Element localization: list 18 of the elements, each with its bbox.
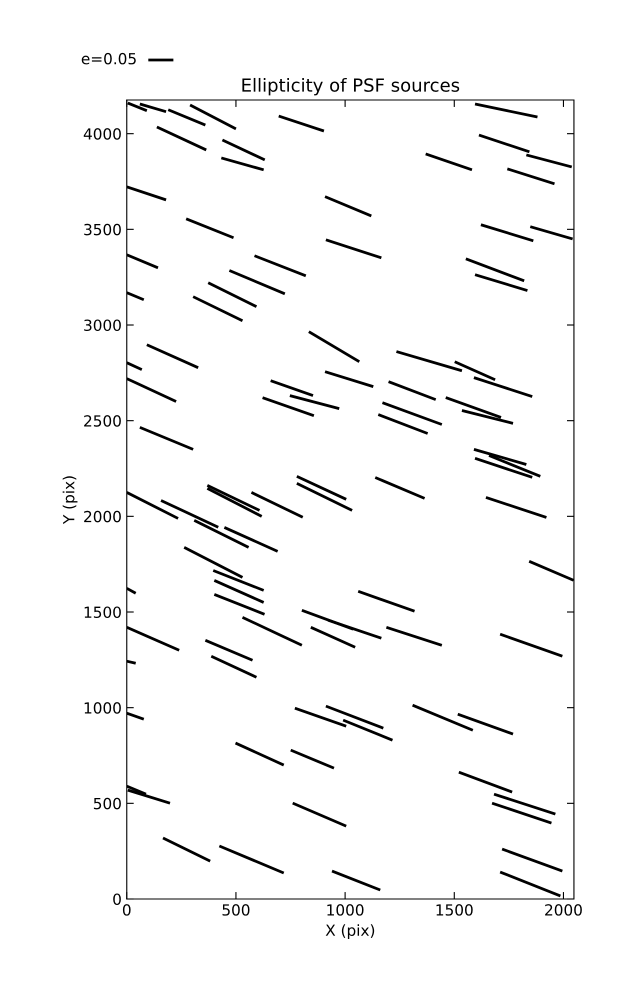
y-axis-title: Y (pix) [62,476,78,524]
x-tick-label: 1000 [327,904,364,916]
y-tick-label: 2500 [84,415,121,427]
text: e=0.05 [82,52,136,64]
chart-title: Ellipticity of PSF sources [242,78,460,96]
y-tick-label: 2000 [84,510,121,522]
x-tick-label: 1500 [436,904,473,916]
x-tick-label: 0 [122,904,131,916]
x-axis-title: X (pix) [326,924,374,939]
y-tick-label: 500 [94,798,121,810]
y-tick-label: 1000 [84,702,121,714]
y-tick-label: 3000 [84,319,121,332]
x-tick-label: 2000 [545,904,582,916]
y-tick-label: 0 [113,893,121,906]
y-tick-label: 1500 [84,606,121,618]
y-tick-label: 3500 [84,224,121,236]
y-tick-label: 4000 [84,128,121,140]
x-tick-label: 500 [222,904,250,916]
